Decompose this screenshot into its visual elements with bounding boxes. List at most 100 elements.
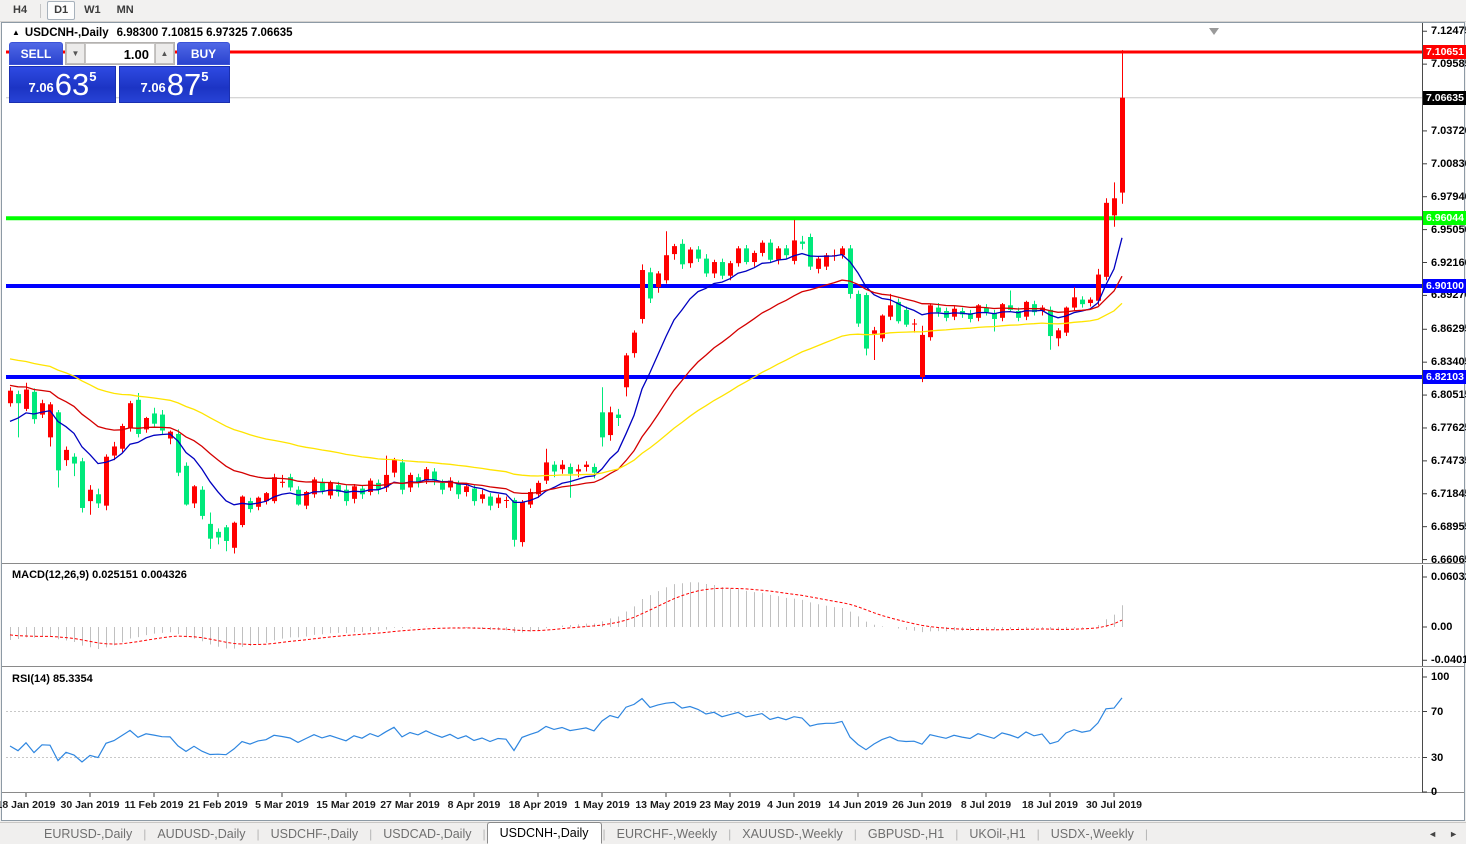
one-click-trading-widget: SELL ▼ 1.00 ▲ BUY 7.06 63 5 7.06 87 5 xyxy=(9,42,230,103)
date-axis-label: 14 Jun 2019 xyxy=(828,799,888,811)
tab-separator: | xyxy=(602,826,606,841)
chart-title: ▲ USDCNH-,Daily 6.98300 7.10815 6.97325 7.… xyxy=(12,27,293,39)
date-axis-label: 30 Jan 2019 xyxy=(60,799,120,811)
price-axis-tick: 7.00830 xyxy=(1431,157,1466,170)
macd-indicator-label: MACD(12,26,9) 0.025151 0.004326 xyxy=(12,569,187,581)
timeframe-button-mn[interactable]: MN xyxy=(116,4,134,16)
rsi-axis-tick: 100 xyxy=(1431,671,1450,683)
tab-separator: | xyxy=(256,826,260,841)
tab-separator: | xyxy=(482,826,486,841)
price-axis-tick: 6.77625 xyxy=(1431,421,1466,434)
volume-decrease-button[interactable]: ▼ xyxy=(66,43,85,64)
chart-shift-marker[interactable] xyxy=(1209,28,1219,35)
date-axis-label: 27 Mar 2019 xyxy=(380,799,440,811)
price-axis-tick: 6.71845 xyxy=(1431,487,1466,500)
chart-symbol-label: USDCNH-,Daily xyxy=(24,27,109,39)
collapse-triangle-icon[interactable]: ▲ xyxy=(12,28,20,37)
tab-gbpusd-h1[interactable]: GBPUSD-,H1 xyxy=(867,826,945,841)
level-price-tag: 6.96044 xyxy=(1423,211,1466,226)
tab-ukoil-h1[interactable]: UKOil-,H1 xyxy=(969,826,1026,841)
price-axis-tick: 6.97940 xyxy=(1431,190,1466,203)
rsi-axis-tick: 70 xyxy=(1431,705,1444,718)
tab-scroll-right-icon[interactable]: ► xyxy=(1449,829,1458,839)
tab-eurchf-weekly[interactable]: EURCHF-,Weekly xyxy=(616,826,718,841)
date-axis-label: 18 Apr 2019 xyxy=(508,799,568,811)
buy-price-sup: 5 xyxy=(201,69,209,84)
price-axis-tick: 6.66065 xyxy=(1431,553,1466,566)
price-axis-tick: 6.86295 xyxy=(1431,323,1466,336)
chevron-down-icon: ▼ xyxy=(71,49,80,58)
price-axis-tick: 6.68955 xyxy=(1431,520,1466,533)
tab-usdcnh-daily[interactable]: USDCNH-,Daily xyxy=(486,821,602,844)
chart-ohlc-values: 6.98300 7.10815 6.97325 7.06635 xyxy=(116,27,293,39)
price-axis-tick: 7.03720 xyxy=(1431,124,1466,137)
tab-usdchf-daily[interactable]: USDCHF-,Daily xyxy=(270,826,359,841)
level-price-tag: 6.90100 xyxy=(1423,278,1466,293)
price-axis-tick: 6.92160 xyxy=(1431,256,1466,269)
date-axis-label: 5 Mar 2019 xyxy=(255,799,309,811)
date-axis-label: 11 Feb 2019 xyxy=(124,799,184,811)
buy-price-panel[interactable]: 7.06 87 5 xyxy=(119,66,230,103)
date-axis-label: 8 Apr 2019 xyxy=(447,799,501,811)
volume-input[interactable]: 1.00 xyxy=(85,43,155,64)
tab-separator: | xyxy=(143,826,147,841)
date-axis-label: 30 Jul 2019 xyxy=(1085,799,1143,811)
timeframe-button-d1[interactable]: D1 xyxy=(47,1,76,20)
sell-price-base: 7.06 xyxy=(28,80,54,95)
sell-button[interactable]: SELL xyxy=(9,42,63,65)
price-axis-tick: 6.74735 xyxy=(1431,454,1466,467)
price-axis-tick: 6.80515 xyxy=(1431,389,1466,402)
date-axis-label: 4 Jun 2019 xyxy=(767,799,821,811)
rsi-axis-tick: 0 xyxy=(1431,786,1438,798)
rsi-panel-separator[interactable] xyxy=(2,666,1464,668)
tab-usdcad-daily[interactable]: USDCAD-,Daily xyxy=(383,826,472,841)
date-axis-label: 15 Mar 2019 xyxy=(316,799,376,811)
chevron-up-icon: ▲ xyxy=(160,49,169,58)
date-axis-label: 1 May 2019 xyxy=(574,799,630,811)
date-axis-label: 8 Jul 2019 xyxy=(960,799,1012,811)
tab-xauusd-weekly[interactable]: XAUUSD-,Weekly xyxy=(742,826,843,841)
tab-separator: | xyxy=(955,826,959,841)
price-axis-tick: 6.83405 xyxy=(1431,356,1466,369)
tab-scroll-left-icon[interactable]: ◄ xyxy=(1428,829,1438,839)
current-price-tag: 7.06635 xyxy=(1423,90,1466,105)
symbol-tab-bar: ◄ ► EURUSD-,Daily | AUDUSD-,Daily | USDCHF-,… xyxy=(0,821,1466,844)
toolbar-divider xyxy=(40,3,42,18)
tab-scroll-buttons: ◄ ► xyxy=(1428,829,1458,839)
level-price-tag: 7.10651 xyxy=(1423,45,1466,59)
volume-stepper: ▼ 1.00 ▲ xyxy=(65,42,175,65)
tab-separator: | xyxy=(1036,826,1040,841)
buy-button[interactable]: BUY xyxy=(177,42,230,65)
price-axis-tick: 6.95050 xyxy=(1431,223,1466,236)
macd-panel-separator[interactable] xyxy=(2,563,1464,565)
date-axis-label: 18 Jan 2019 xyxy=(0,799,56,811)
tab-separator: | xyxy=(1144,826,1149,841)
sell-price-sup: 5 xyxy=(89,69,97,84)
timeframe-toolbar: H4 D1 W1 MN xyxy=(0,0,1466,22)
buy-price-big: 87 xyxy=(166,67,202,102)
tab-audusd-daily[interactable]: AUDUSD-,Daily xyxy=(157,826,246,841)
tab-usdx-weekly[interactable]: USDX-,Weekly xyxy=(1050,826,1134,841)
timeframe-button-w1[interactable]: W1 xyxy=(84,4,101,16)
tab-eurusd-daily[interactable]: EURUSD-,Daily xyxy=(44,826,133,841)
macd-axis-tick: 0.060329 xyxy=(1431,570,1466,583)
volume-increase-button[interactable]: ▲ xyxy=(155,43,174,64)
price-axis-tick: 7.09585 xyxy=(1431,58,1466,71)
date-axis-label: 18 Jul 2019 xyxy=(1021,799,1079,811)
rsi-indicator-label: RSI(14) 85.3354 xyxy=(12,673,93,685)
date-axis-label: 23 May 2019 xyxy=(699,799,761,811)
tab-separator: | xyxy=(853,826,857,841)
rsi-axis-tick: 30 xyxy=(1431,751,1444,764)
date-axis-label: 26 Jun 2019 xyxy=(892,799,952,811)
sell-price-panel[interactable]: 7.06 63 5 xyxy=(9,66,116,103)
chart-window[interactable] xyxy=(1,22,1465,821)
sell-price-big: 63 xyxy=(54,67,90,102)
price-axis-separator xyxy=(1422,23,1423,792)
macd-axis-tick: -0.040135 xyxy=(1431,654,1466,667)
level-price-tag: 6.82103 xyxy=(1423,369,1466,384)
buy-price-base: 7.06 xyxy=(140,80,166,95)
timeframe-button-h4[interactable]: H4 xyxy=(13,4,28,16)
price-axis-tick: 7.12475 xyxy=(1431,25,1466,38)
date-axis-label: 21 Feb 2019 xyxy=(188,799,248,811)
date-axis-separator xyxy=(2,792,1464,794)
